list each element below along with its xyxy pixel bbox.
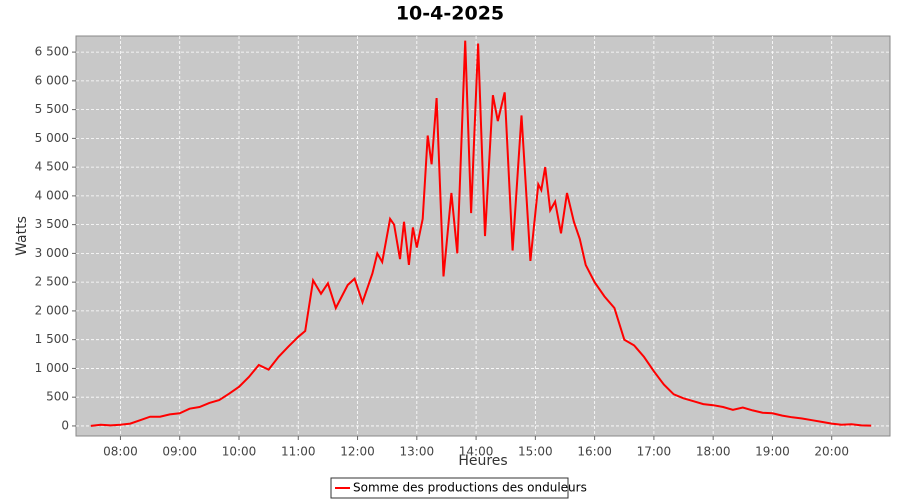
y-tick-label: 6 000	[35, 73, 69, 87]
y-tick-label: 5 500	[35, 102, 69, 116]
x-tick-label: 11:00	[281, 445, 316, 459]
y-tick-label: 4 000	[35, 188, 69, 202]
x-axis-label: Heures	[458, 453, 507, 469]
legend-label: Somme des productions des onduleurs	[353, 481, 587, 495]
x-tick-label: 13:00	[400, 445, 435, 459]
x-tick-label: 15:00	[518, 445, 553, 459]
y-tick-label: 3 500	[35, 217, 69, 231]
y-axis-label: Watts	[14, 216, 30, 256]
x-tick-label: 12:00	[340, 445, 375, 459]
x-tick-label: 16:00	[577, 445, 612, 459]
x-tick-label: 20:00	[814, 445, 849, 459]
x-tick-label: 10:00	[222, 445, 257, 459]
plot-area	[75, 35, 891, 437]
x-tick-label: 14:00	[459, 445, 494, 459]
y-tick-label: 5 000	[35, 131, 69, 145]
y-tick-label: 2 000	[35, 303, 69, 317]
y-tick-label: 2 500	[35, 275, 69, 289]
x-tick-label: 18:00	[696, 445, 731, 459]
chart-title: 10-4-2025	[396, 3, 504, 25]
y-tick-label: 0	[61, 418, 69, 432]
x-tick-label: 09:00	[162, 445, 197, 459]
x-tick-label: 19:00	[755, 445, 790, 459]
data-line	[90, 40, 872, 427]
x-tick-label: 17:00	[637, 445, 672, 459]
legend-box	[330, 477, 569, 499]
y-tick-label: 6 500	[35, 45, 69, 59]
y-tick-label: 3 000	[35, 246, 69, 260]
legend: Somme des productions des onduleurs	[330, 477, 587, 499]
y-tick-label: 1 500	[35, 332, 69, 346]
y-tick-label: 4 500	[35, 160, 69, 174]
y-tick-label: 1 000	[35, 361, 69, 375]
y-tick-label: 500	[46, 390, 69, 404]
x-tick-label: 08:00	[103, 445, 138, 459]
